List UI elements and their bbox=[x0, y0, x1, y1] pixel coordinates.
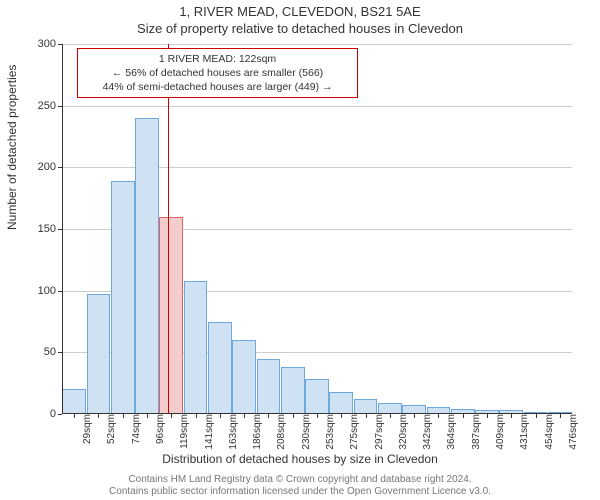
histogram-bar bbox=[305, 379, 329, 414]
ytick-label: 300 bbox=[38, 38, 62, 50]
histogram-bar bbox=[257, 359, 281, 415]
xtick-mark bbox=[463, 414, 464, 418]
histogram-bar bbox=[281, 367, 305, 414]
xtick-label: 297sqm bbox=[370, 414, 385, 450]
xtick-mark bbox=[196, 414, 197, 418]
xtick-mark bbox=[123, 414, 124, 418]
xtick-mark bbox=[366, 414, 367, 418]
footer-attribution: Contains HM Land Registry data © Crown c… bbox=[0, 474, 600, 498]
xtick-label: 253sqm bbox=[321, 414, 336, 450]
histogram-bar bbox=[135, 118, 159, 414]
histogram-bar-highlighted bbox=[159, 217, 183, 414]
xtick-label: 342sqm bbox=[418, 414, 433, 450]
xtick-mark bbox=[268, 414, 269, 418]
histogram-bar bbox=[111, 181, 135, 414]
xtick-label: 230sqm bbox=[297, 414, 312, 450]
xtick-mark bbox=[74, 414, 75, 418]
y-axis-line bbox=[62, 44, 63, 414]
xtick-label: 409sqm bbox=[491, 414, 506, 450]
xtick-mark bbox=[341, 414, 342, 418]
xtick-label: 208sqm bbox=[272, 414, 287, 450]
histogram-bar bbox=[87, 294, 111, 414]
xtick-mark bbox=[317, 414, 318, 418]
xtick-label: 52sqm bbox=[102, 414, 117, 444]
xtick-label: 119sqm bbox=[175, 414, 190, 449]
xtick-mark bbox=[536, 414, 537, 418]
annotation-line: 1 RIVER MEAD: 122sqm bbox=[84, 52, 351, 66]
reference-line bbox=[168, 44, 169, 414]
footer-line1: Contains HM Land Registry data © Crown c… bbox=[0, 474, 600, 486]
xtick-label: 96sqm bbox=[151, 414, 166, 444]
gridline bbox=[62, 106, 572, 107]
chart-title: 1, RIVER MEAD, CLEVEDON, BS21 5AE bbox=[0, 0, 600, 19]
annotation-box: 1 RIVER MEAD: 122sqm← 56% of detached ho… bbox=[77, 48, 358, 99]
plot-area: 05010015020025030029sqm52sqm74sqm96sqm11… bbox=[62, 44, 572, 414]
gridline bbox=[62, 44, 572, 45]
histogram-bar bbox=[232, 340, 256, 414]
xtick-label: 163sqm bbox=[224, 414, 239, 450]
xtick-mark bbox=[390, 414, 391, 418]
ytick-label: 0 bbox=[50, 408, 62, 420]
histogram-bar bbox=[62, 389, 86, 414]
xtick-mark bbox=[438, 414, 439, 418]
chart-subtitle: Size of property relative to detached ho… bbox=[0, 19, 600, 36]
footer-line2: Contains public sector information licen… bbox=[0, 486, 600, 498]
xtick-label: 476sqm bbox=[564, 414, 579, 450]
xtick-label: 387sqm bbox=[467, 414, 482, 450]
xtick-mark bbox=[147, 414, 148, 418]
xtick-label: 275sqm bbox=[345, 414, 360, 450]
xtick-label: 320sqm bbox=[394, 414, 409, 450]
ytick-label: 50 bbox=[44, 346, 62, 358]
xtick-mark bbox=[560, 414, 561, 418]
xtick-label: 141sqm bbox=[200, 414, 215, 450]
xtick-mark bbox=[244, 414, 245, 418]
ytick-label: 200 bbox=[38, 161, 62, 173]
xtick-mark bbox=[98, 414, 99, 418]
histogram-bar bbox=[329, 392, 353, 414]
ytick-label: 100 bbox=[38, 285, 62, 297]
xtick-mark bbox=[220, 414, 221, 418]
ytick-label: 250 bbox=[38, 100, 62, 112]
xtick-mark bbox=[171, 414, 172, 418]
xtick-label: 186sqm bbox=[248, 414, 263, 450]
y-axis-label: Number of detached properties bbox=[5, 65, 19, 230]
xtick-mark bbox=[511, 414, 512, 418]
histogram-bar bbox=[354, 399, 378, 414]
annotation-line: ← 56% of detached houses are smaller (56… bbox=[84, 66, 351, 80]
xtick-label: 74sqm bbox=[127, 414, 142, 444]
xtick-mark bbox=[487, 414, 488, 418]
xtick-label: 431sqm bbox=[515, 414, 530, 450]
histogram-chart: 1, RIVER MEAD, CLEVEDON, BS21 5AE Size o… bbox=[0, 0, 600, 500]
xtick-mark bbox=[293, 414, 294, 418]
xtick-label: 454sqm bbox=[540, 414, 555, 450]
xtick-label: 29sqm bbox=[78, 414, 93, 444]
histogram-bar bbox=[208, 322, 232, 415]
xtick-label: 364sqm bbox=[442, 414, 457, 450]
x-axis-label: Distribution of detached houses by size … bbox=[0, 452, 600, 466]
ytick-label: 150 bbox=[38, 223, 62, 235]
annotation-line: 44% of semi-detached houses are larger (… bbox=[84, 80, 351, 94]
histogram-bar bbox=[184, 281, 208, 414]
xtick-mark bbox=[414, 414, 415, 418]
bars-group bbox=[62, 44, 572, 414]
